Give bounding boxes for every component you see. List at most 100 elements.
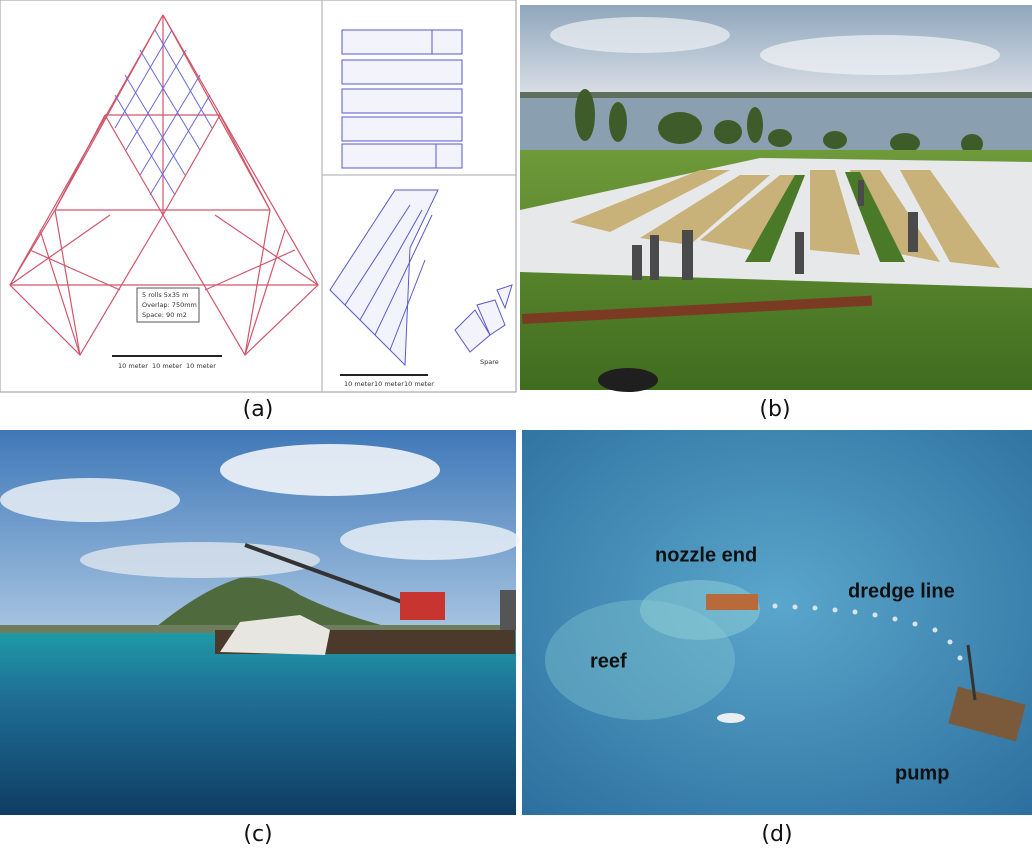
lattice-part <box>244 229 286 356</box>
panel-c-part <box>400 592 445 620</box>
panel-c-part <box>220 615 330 655</box>
panel-c-part <box>500 590 516 630</box>
lattice-part <box>9 209 56 286</box>
overlay-grid-part <box>139 74 201 176</box>
panel-b-part-part <box>575 89 595 141</box>
panel-caption: (c) <box>243 822 272 847</box>
overlay-grid-part <box>154 29 213 129</box>
panel-d-part-part <box>812 605 818 611</box>
panel-d-part-part <box>872 612 878 618</box>
panel-b-part-part <box>745 175 805 262</box>
panel-b-part-part <box>714 120 742 144</box>
overlay-grid-part <box>124 74 186 176</box>
crane-boom <box>244 543 406 605</box>
overlay-grid-part <box>114 29 173 129</box>
strip-layout <box>329 189 513 367</box>
strip-layout-part <box>476 299 506 336</box>
panel-b-part-part <box>632 245 642 280</box>
panel-b-part-part <box>609 102 627 142</box>
panel-a: 5 rolls 5x35 m Overlap: 750mm Space: 90 … <box>0 0 517 393</box>
lattice-part <box>54 14 164 211</box>
panel-caption: (b) <box>759 397 790 422</box>
panel-b-part <box>570 170 1000 268</box>
panel-d-part-part <box>892 616 898 622</box>
lattice-part <box>54 209 81 356</box>
panel-b-part-part <box>682 230 693 280</box>
panel-b-part-part <box>768 129 792 147</box>
overlay-grid-part <box>149 94 211 196</box>
overlay-grid <box>114 29 213 196</box>
panel-d-part-part <box>947 639 953 645</box>
panel-d-part-part <box>912 621 918 627</box>
panel-c-part <box>0 633 516 815</box>
panel-b-part <box>598 368 658 392</box>
scale-label: 10 meter <box>186 362 216 370</box>
panel-b-part <box>520 92 1032 98</box>
panel-d-part-part <box>772 603 778 609</box>
annotation: pump <box>895 762 949 784</box>
scale-label: 10 meter <box>118 362 148 370</box>
strip-layout-part <box>496 284 513 310</box>
panel-c-part <box>0 478 180 522</box>
panel-b-part-part <box>795 232 804 274</box>
panel-frame <box>0 0 517 393</box>
panel-b-part-part <box>700 175 800 252</box>
strip-layout-part <box>344 204 411 306</box>
lattice-part <box>104 114 164 216</box>
note: 5 rolls 5x35 m <box>142 291 188 299</box>
strip-layout-part <box>359 209 423 321</box>
panel-b-part-part <box>658 112 702 144</box>
panel-caption: (a) <box>243 397 274 422</box>
scale-label: 10 meter <box>404 380 434 388</box>
panel-b-part <box>575 89 983 154</box>
panel-c-part <box>150 577 400 632</box>
cutting-layout <box>341 29 463 169</box>
lattice-part <box>204 249 296 291</box>
panel-b-part-part <box>640 175 770 245</box>
panel-b-part-part <box>570 170 730 232</box>
lattice-part <box>29 249 121 291</box>
cutting-layout-part <box>341 88 463 114</box>
panel-c-part <box>340 520 520 560</box>
overlay-grid-part <box>139 49 201 151</box>
panel-d-part-part <box>852 609 858 615</box>
lattice-part <box>39 229 81 356</box>
note: Space: 90 m2 <box>142 311 187 319</box>
lattice-part <box>162 14 271 211</box>
panel-b-part <box>632 180 918 280</box>
panel-c-part <box>220 444 440 496</box>
panel-caption: (d) <box>761 822 792 847</box>
strip-layout-part <box>389 259 426 351</box>
panel-c <box>0 430 520 815</box>
cutting-layout-part <box>341 29 463 55</box>
panel-d-part-part <box>792 604 798 610</box>
panel-d-part <box>772 603 963 661</box>
panel-b-part-part <box>890 133 920 153</box>
strip-layout-part <box>374 214 433 336</box>
cutting-layout-part <box>341 116 463 142</box>
panel-d-part-part <box>932 627 938 633</box>
panel-b-part-part <box>858 180 864 206</box>
lattice <box>9 14 319 356</box>
panel-d <box>522 430 1032 815</box>
annotation: dredge line <box>848 580 955 602</box>
spare-label: Spare <box>480 358 499 366</box>
overlay-grid-part <box>125 49 187 151</box>
annotation: nozzle end <box>655 544 757 566</box>
panel-b-part <box>550 17 730 53</box>
panel-d-part <box>966 644 977 701</box>
cutting-layout-part <box>341 59 463 85</box>
panel-b-part-part <box>650 235 659 280</box>
lattice-part <box>9 214 111 286</box>
panel-d-part-part <box>957 655 963 661</box>
scale-label: 10 meter <box>344 380 374 388</box>
note: Overlap: 750mm <box>142 301 197 309</box>
panel-b <box>520 5 1032 392</box>
panel-d-part <box>948 686 1026 742</box>
panel-b-part <box>760 35 1000 75</box>
panel-d-part <box>522 430 1032 815</box>
panel-d-part <box>706 594 758 610</box>
scale-label: 10 meter <box>152 362 182 370</box>
annotation: reef <box>590 650 627 672</box>
lattice-part <box>214 214 319 286</box>
